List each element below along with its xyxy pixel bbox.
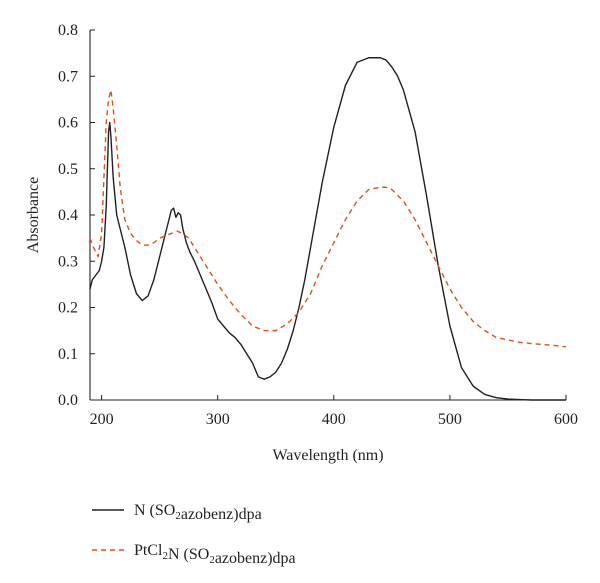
x-tick-label: 300 bbox=[206, 411, 230, 428]
y-tick-label: 0.2 bbox=[58, 300, 78, 317]
x-tick-label: 600 bbox=[554, 411, 578, 428]
y-tick-label: 0.1 bbox=[58, 346, 78, 363]
x-axis-title: Wavelength (nm) bbox=[272, 447, 383, 464]
x-tick-label: 500 bbox=[438, 411, 462, 428]
y-tick-label: 0.7 bbox=[58, 68, 78, 85]
y-axis-title: Absorbance bbox=[25, 177, 42, 253]
x-tick-label: 200 bbox=[90, 411, 114, 428]
axes bbox=[89, 30, 566, 401]
legend-label-2: PtCl2N (SO2azobenz)dpa bbox=[134, 542, 296, 567]
legend-label-1: N (SO2azobenz)dpa bbox=[134, 502, 262, 523]
y-tick-label: 0.8 bbox=[58, 22, 78, 39]
y-tick-label: 0.3 bbox=[58, 253, 78, 270]
series-line-2 bbox=[89, 89, 567, 348]
y-tick-label: 0.0 bbox=[58, 392, 78, 409]
series-layer bbox=[89, 57, 567, 401]
y-tick-label: 0.4 bbox=[58, 207, 78, 224]
series-line-1 bbox=[89, 57, 566, 401]
legend: N (SO2azobenz)dpa PtCl2N (SO2azobenz)dpa bbox=[92, 502, 296, 567]
ticks: 0.0 0.1 0.2 0.3 0.4 0.5 0.6 0.7 0.8 200 300 400 500 6… bbox=[58, 22, 578, 428]
y-tick-label: 0.5 bbox=[58, 161, 78, 178]
y-tick-label: 0.6 bbox=[58, 115, 78, 132]
x-tick-label: 400 bbox=[322, 411, 346, 428]
